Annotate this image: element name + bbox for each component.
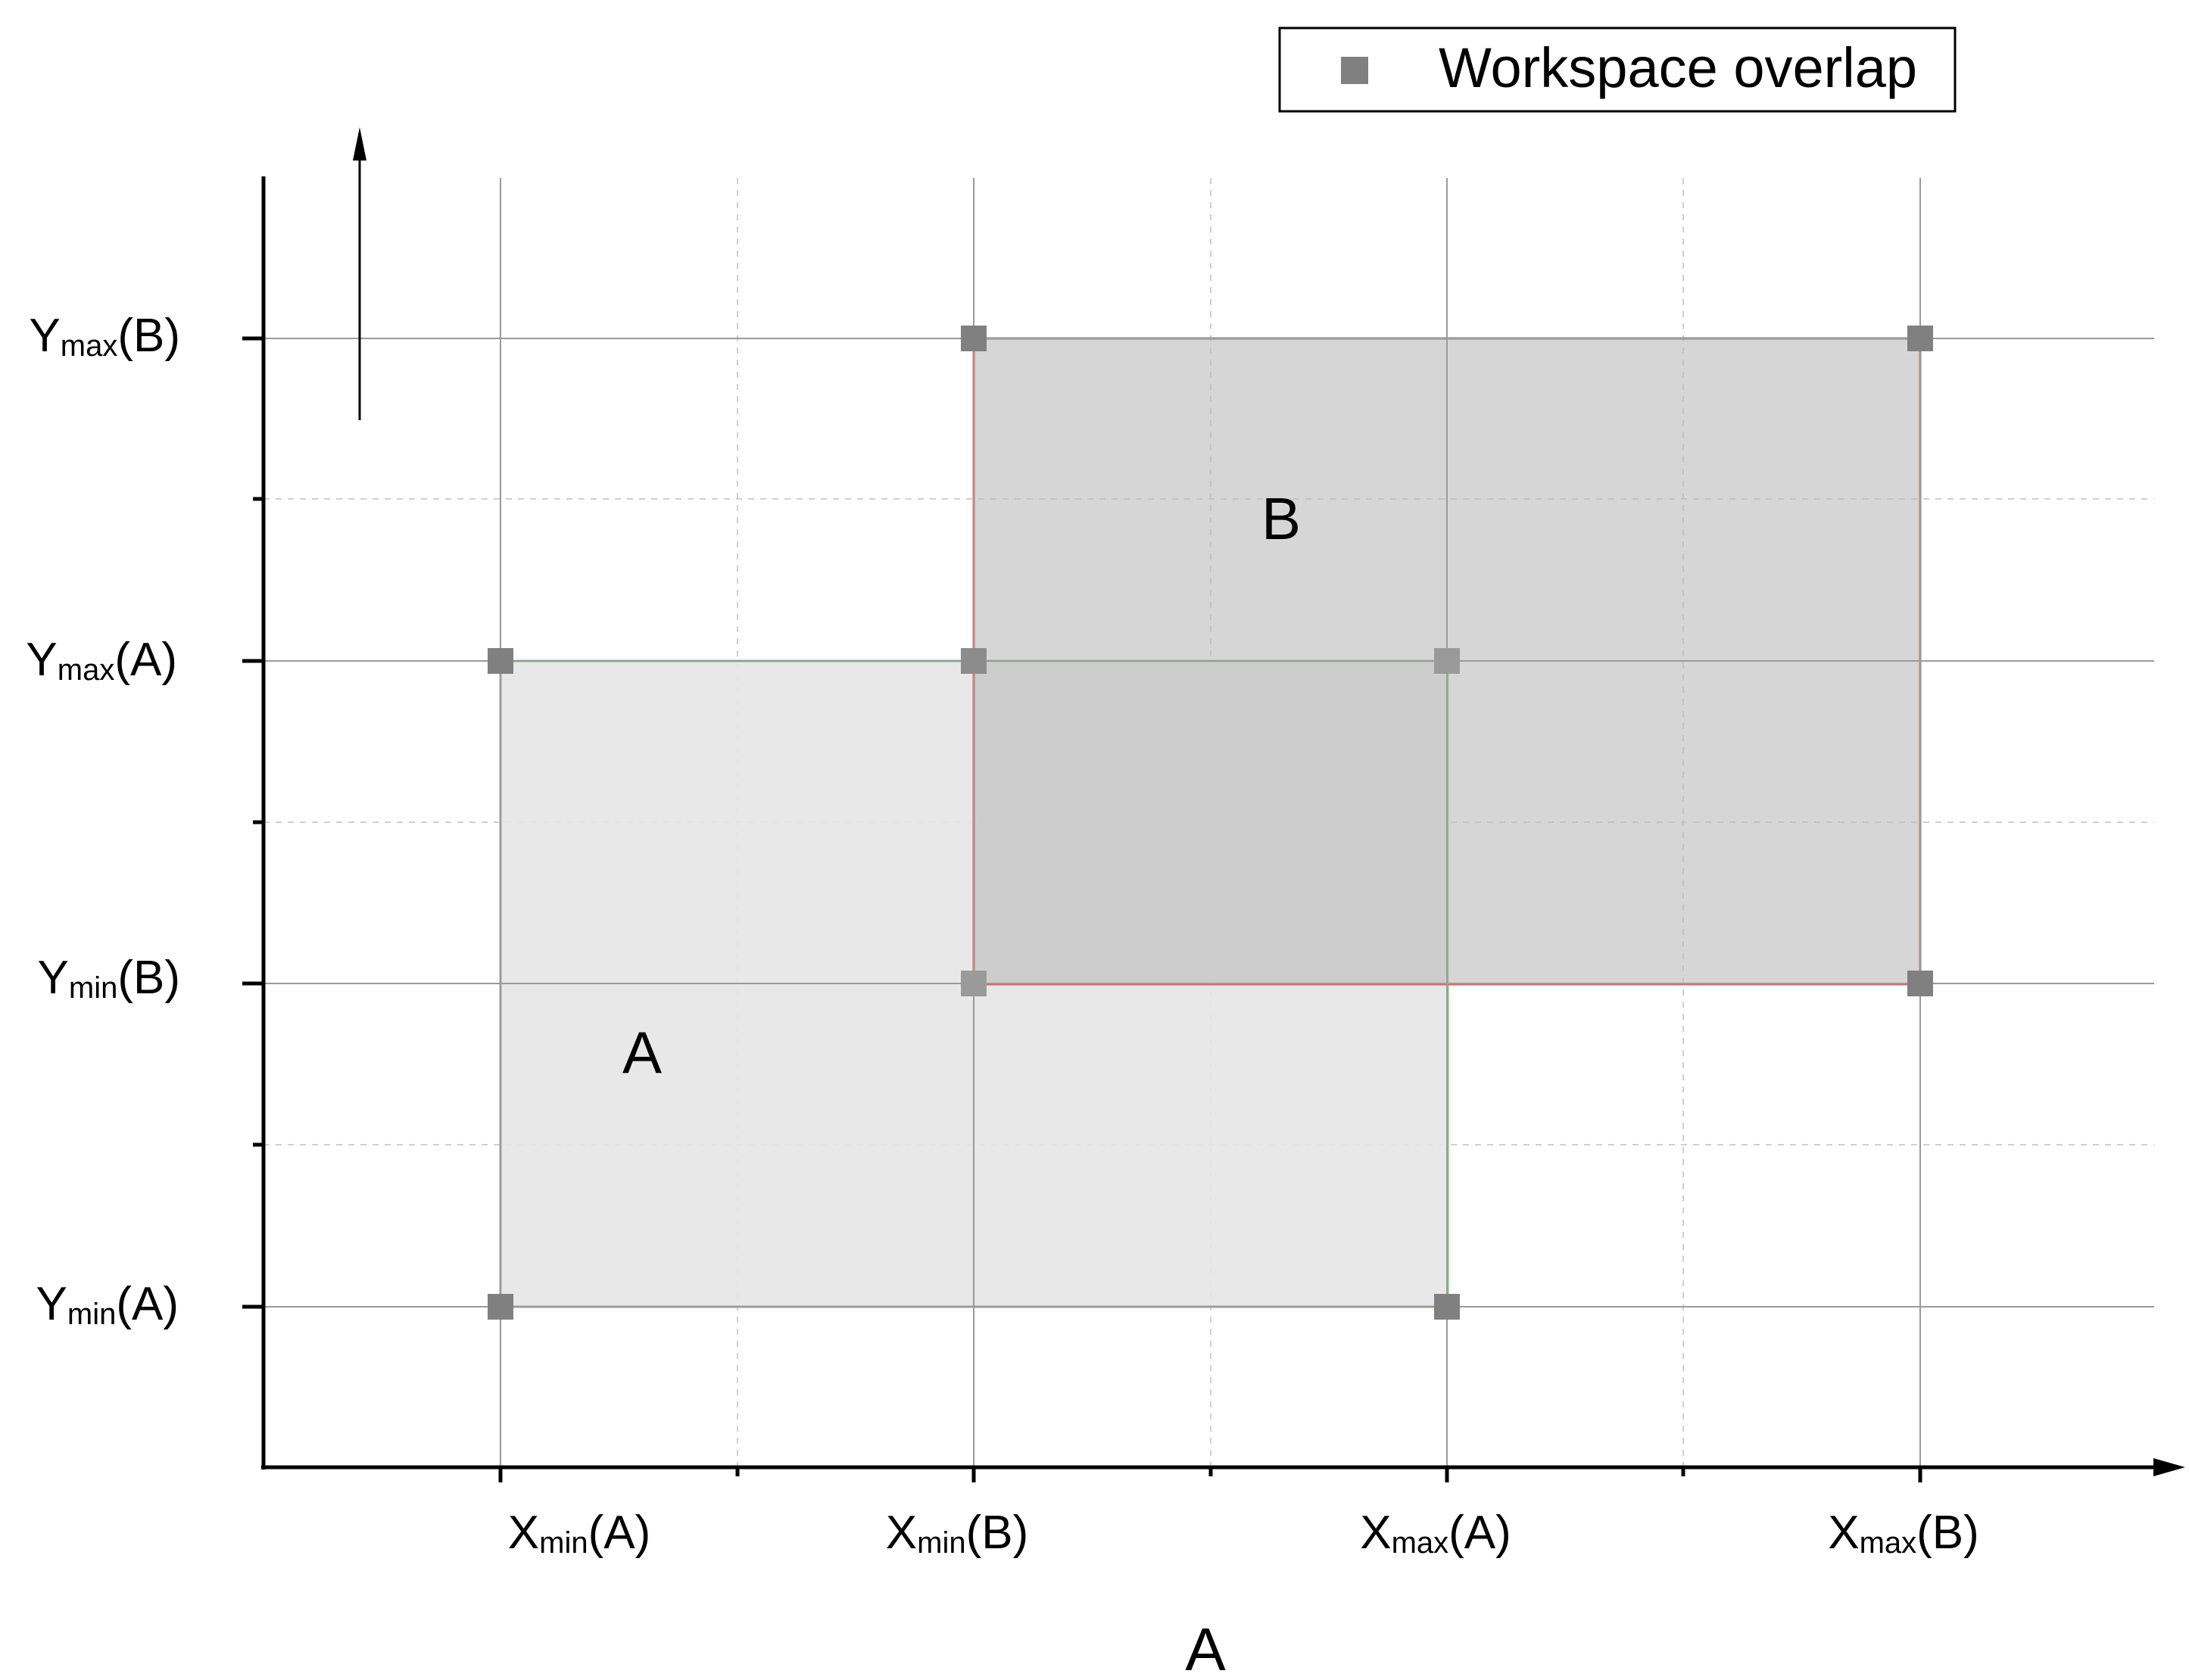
marker-a-bottom-left [488,1294,513,1320]
region-b-label: B [1261,485,1301,552]
marker-b-top-left [961,326,987,351]
marker-b-top-right [1907,326,1933,351]
legend: Workspace overlap [1278,26,1957,113]
legend-box [1278,26,1957,113]
region-a-label: A [622,1019,662,1086]
marker-b-bottom-right [1907,971,1933,996]
y-tick-label-ymax-b: Ymax(B) [29,310,180,363]
x-tick-label-xmin-a: Xmin(A) [508,1507,650,1560]
marker-a-top-right [1434,648,1460,674]
y-tick-label-ymin-b: Ymin(B) [38,952,180,1005]
up-arrow-icon [353,127,366,161]
x-axis-arrow-icon [2153,1458,2185,1476]
y-tick-label-ymax-a: Ymax(A) [26,634,177,687]
x-tick-label-xmin-b: Xmin(B) [886,1507,1028,1560]
tick-marks [242,336,1922,1482]
corner-markers [488,326,1933,1320]
x-axis-title: A [1185,1616,1226,1680]
marker-a-top-left [488,648,513,674]
x-tick-label-xmax-b: Xmax(B) [1828,1507,1979,1560]
major-grid [263,178,2154,1467]
marker-b-bottom-left [961,971,987,996]
x-tick-label-xmax-a: Xmax(A) [1360,1507,1511,1560]
x-tick-labels: Xmin(A) Xmin(B) Xmax(A) Xmax(B) [508,1507,1979,1560]
legend-marker [1341,57,1368,84]
marker-overlap-top-left [961,648,987,674]
marker-a-bottom-right [1434,1294,1460,1320]
y-tick-labels: Ymax(B) Ymax(A) Ymin(B) Ymin(A) [26,310,180,1331]
legend-label: Workspace overlap [1439,36,1917,99]
y-tick-label-ymin-a: Ymin(A) [36,1278,179,1331]
